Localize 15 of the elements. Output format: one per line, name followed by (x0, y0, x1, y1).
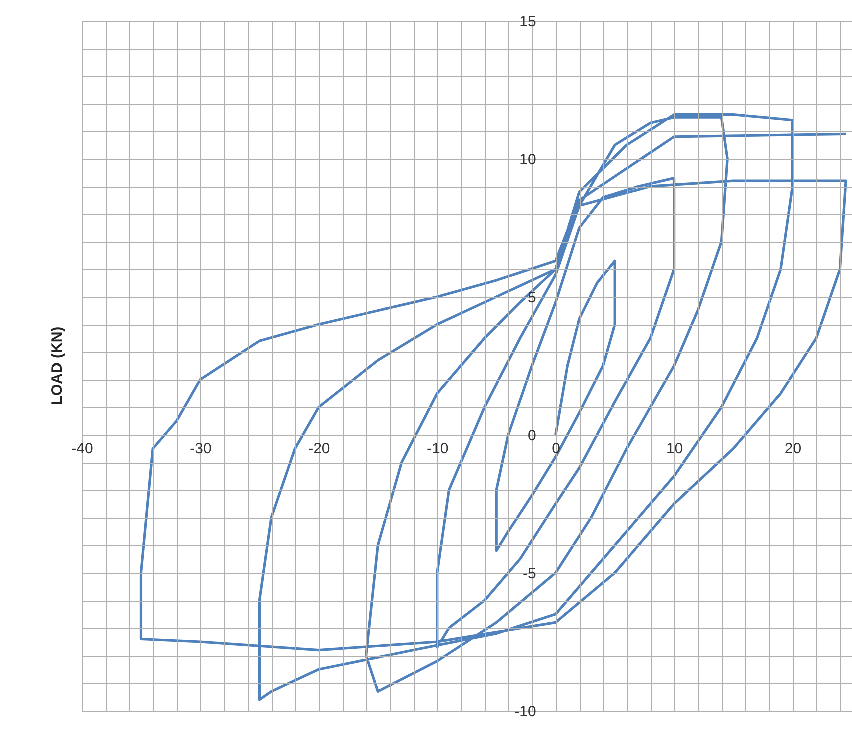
x-tick-label: 0 (552, 440, 561, 458)
x-tick-label: 10 (666, 440, 684, 458)
x-tick-label: -10 (427, 440, 449, 458)
x-tick-label: 20 (784, 440, 802, 458)
y-tick-label: -5 (523, 566, 536, 582)
y-axis-title: LOAD (KN) (49, 326, 66, 406)
x-tick-label: -30 (190, 440, 212, 458)
line-series (140, 114, 848, 702)
y-tick-label: 10 (520, 152, 536, 168)
y-tick-label: -10 (514, 704, 536, 720)
x-tick-label: -20 (308, 440, 330, 458)
y-tick-label: 5 (528, 290, 536, 306)
y-tick-label: 15 (520, 14, 536, 30)
y-tick-label: 0 (528, 428, 536, 444)
x-tick-label: -40 (72, 440, 94, 458)
